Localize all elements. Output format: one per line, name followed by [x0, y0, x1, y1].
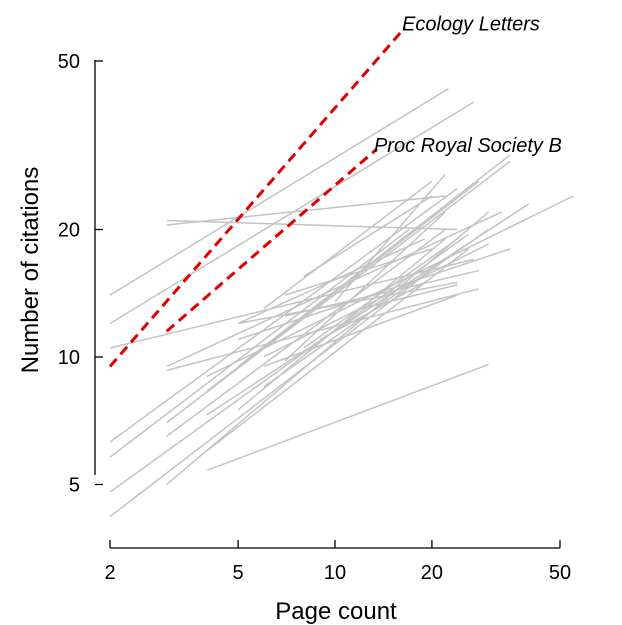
- journal-lines: [109, 88, 574, 518]
- x-tick-label: 2: [104, 562, 115, 584]
- journal-line: [319, 281, 426, 341]
- journal-line: [237, 248, 511, 341]
- x-axis-title: Page count: [275, 598, 397, 625]
- proc-royal-society-b-line: [165, 147, 378, 333]
- journal-line: [166, 211, 503, 368]
- journal-line: [303, 195, 433, 278]
- journal-line: [166, 228, 446, 437]
- y-tick-label: 20: [58, 220, 80, 242]
- journal-line: [166, 211, 490, 486]
- journal-line: [263, 294, 458, 368]
- journal-line: [109, 228, 410, 458]
- x-tick-label: 5: [233, 562, 244, 584]
- x-tick-label: 50: [549, 562, 571, 584]
- journal-line: [237, 154, 511, 368]
- journal-line: [166, 219, 458, 231]
- x-tick-label: 20: [421, 562, 443, 584]
- journal-line: [166, 287, 480, 372]
- journal-line: [109, 101, 475, 325]
- journal-line: [284, 211, 446, 362]
- journal-line: [263, 180, 433, 310]
- x-tick-label: 10: [324, 562, 346, 584]
- journal-line: [263, 243, 489, 358]
- proc-royal-society-b-label: Proc Royal Society B: [374, 135, 562, 157]
- highlighted-lines: Ecology Letters Proc Royal Society B: [108, 13, 562, 368]
- journal-line: [360, 284, 458, 310]
- y-tick-label: 50: [58, 51, 80, 73]
- y-tick-label: 5: [69, 474, 80, 496]
- ecology-letters-label: Ecology Letters: [402, 13, 540, 35]
- journal-line: [284, 248, 433, 296]
- journal-line: [109, 88, 449, 296]
- journal-line: [303, 238, 458, 349]
- journal-line: [237, 238, 446, 411]
- journal-line: [334, 173, 446, 303]
- journal-line: [206, 363, 489, 472]
- tick-marks: 2 5 10 20 50 5 10 20 50: [58, 51, 571, 584]
- y-tick-label: 10: [58, 347, 80, 369]
- y-axis-title: Number of citations: [17, 167, 44, 374]
- journal-line: [109, 233, 470, 493]
- ecology-letters-line: [108, 26, 407, 368]
